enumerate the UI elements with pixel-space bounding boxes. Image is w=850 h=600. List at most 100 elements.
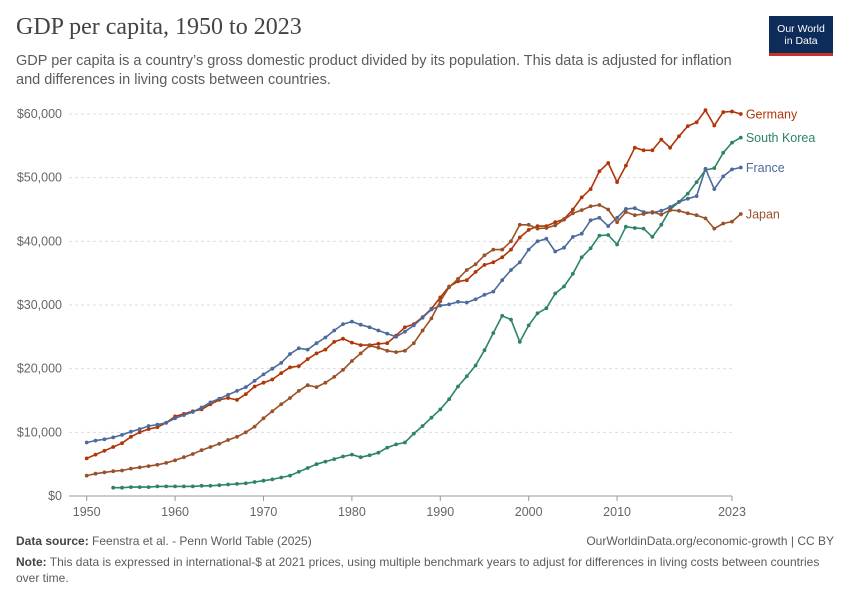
data-point-japan (93, 471, 98, 476)
data-point-france (394, 334, 398, 339)
data-point-south-korea (270, 477, 275, 482)
data-point-france (252, 378, 257, 383)
data-point-germany (111, 445, 116, 449)
data-point-france (341, 322, 345, 326)
data-point-south-korea (190, 484, 195, 489)
data-point-south-korea (323, 459, 328, 464)
data-point-france (730, 167, 734, 172)
data-point-japan (500, 247, 505, 252)
data-point-south-korea (305, 466, 310, 470)
data-point-japan (721, 221, 726, 226)
data-point-france (182, 413, 186, 417)
data-point-japan (624, 210, 628, 214)
data-point-germany (226, 396, 231, 400)
data-point-japan (491, 247, 496, 252)
data-point-france (84, 440, 89, 445)
data-point-france (146, 424, 151, 428)
data-point-south-korea (491, 331, 496, 335)
data-point-germany (738, 112, 743, 116)
data-point-france (332, 328, 337, 333)
data-point-germany (694, 120, 699, 125)
data-point-south-korea (632, 226, 637, 230)
data-point-south-korea (526, 323, 531, 328)
data-point-germany (84, 456, 89, 461)
data-point-france (447, 302, 451, 307)
data-point-south-korea (438, 407, 443, 412)
data-point-south-korea (314, 462, 319, 467)
data-point-japan (685, 211, 690, 216)
data-point-germany (677, 134, 681, 139)
data-point-france (350, 319, 354, 324)
data-point-japan (323, 380, 328, 385)
data-point-south-korea (120, 485, 124, 490)
data-point-germany (597, 169, 602, 174)
data-point-japan (305, 383, 310, 388)
data-point-france (738, 165, 743, 170)
data-point-france (597, 215, 602, 220)
data-point-japan (129, 466, 133, 471)
data-point-japan (429, 316, 434, 321)
source-url[interactable]: OurWorldinData.org/economic-growth | CC … (586, 534, 834, 548)
data-point-japan (464, 268, 469, 272)
data-point-south-korea (243, 481, 248, 486)
data-point-japan (376, 345, 381, 350)
note-text: This data is expressed in international-… (16, 555, 820, 585)
data-point-south-korea (279, 475, 284, 480)
data-point-france (199, 405, 204, 410)
data-point-france (93, 438, 98, 443)
data-point-south-korea (456, 384, 460, 389)
data-point-japan (350, 359, 354, 363)
data-point-france (500, 278, 505, 283)
logo-line-1: Our World (777, 22, 825, 35)
data-point-south-korea (553, 291, 558, 296)
data-point-germany (668, 145, 672, 150)
data-point-south-korea (624, 224, 628, 229)
data-point-south-korea (385, 445, 390, 450)
data-point-japan (553, 223, 558, 228)
data-point-japan (411, 341, 416, 346)
data-point-japan (120, 468, 124, 473)
data-point-germany (712, 123, 717, 128)
data-point-japan (668, 208, 672, 213)
data-point-japan (164, 461, 169, 465)
data-point-japan (694, 213, 699, 218)
data-point-south-korea (429, 415, 434, 420)
data-point-japan (111, 469, 116, 474)
data-point-france (668, 205, 672, 209)
data-point-japan (358, 351, 363, 356)
data-point-germany (243, 392, 248, 396)
data-point-south-korea (350, 452, 354, 457)
data-point-germany (146, 427, 151, 431)
data-point-germany (685, 124, 690, 128)
data-point-france (305, 347, 310, 352)
data-point-france (270, 366, 275, 371)
y-axis: $0 $10,000 $20,000 $30,000 $40,000 $50,000 $60… (17, 107, 62, 503)
data-point-japan (482, 253, 487, 258)
data-point-south-korea (615, 242, 619, 247)
owid-logo[interactable]: Our World in Data (769, 16, 833, 56)
data-point-japan (579, 208, 584, 213)
data-point-south-korea (420, 424, 425, 428)
data-point-japan (615, 220, 619, 225)
data-point-japan (235, 434, 239, 439)
x-axis: 1950 1960 1970 1980 1990 2000 2010 2023 (73, 496, 746, 519)
data-point-germany (588, 187, 593, 192)
data-point-japan (650, 210, 655, 214)
data-point-france (588, 218, 593, 223)
data-source-text[interactable]: Feenstra et al. - Penn World Table (2025… (92, 534, 312, 548)
data-point-japan (632, 213, 637, 218)
data-point-south-korea (261, 478, 266, 483)
data-point-south-korea (111, 485, 116, 490)
data-point-france (703, 166, 708, 171)
x-tick-label: 2000 (515, 505, 543, 519)
data-point-germany (632, 145, 637, 150)
data-point-france (535, 239, 540, 244)
data-point-japan (641, 212, 646, 216)
data-point-south-korea (738, 135, 743, 140)
y-tick-label: $0 (48, 489, 62, 503)
data-source: Data source: Feenstra et al. - Penn Worl… (16, 534, 312, 548)
data-point-japan (332, 375, 337, 379)
data-point-germany (120, 441, 124, 446)
data-point-france (314, 341, 319, 346)
data-point-germany (403, 325, 407, 330)
